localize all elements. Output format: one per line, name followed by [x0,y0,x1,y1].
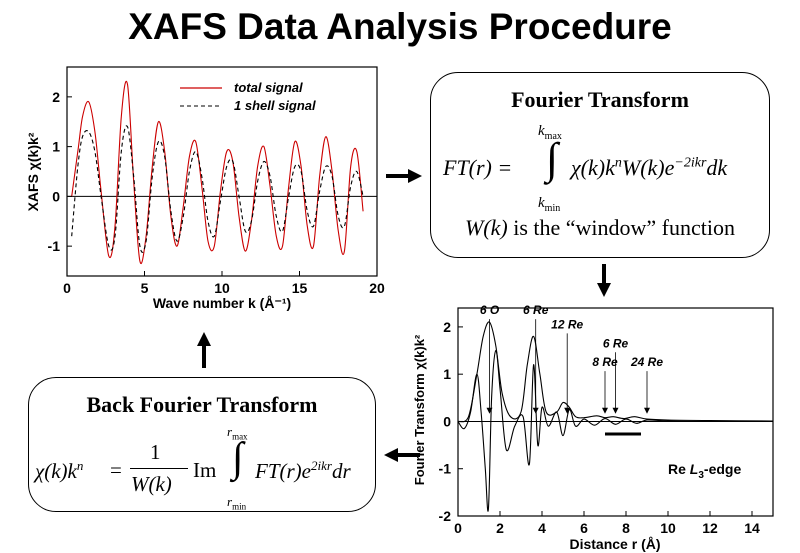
y-tick-label: 0 [52,188,60,204]
annotation-arrowhead [486,407,493,414]
legend-shell-label: 1 shell signal [234,98,316,113]
x-tick-label: 10 [660,520,676,536]
bft-numerator: 1 [150,440,161,464]
legend-total-label: total signal [234,80,303,95]
annotation-arrowhead [612,407,619,414]
arrow-down [597,264,611,297]
peak-annotation: 24 Re [630,355,663,369]
ft-title: Fourier Transform [511,87,689,112]
xafs-ylabel: XAFS χ(k)k² [25,132,41,211]
ft-upper-limit: kmax [538,123,562,142]
bft-equation: χ(k)kn = 1 W(k) Im rmax ∫ rmin FT(r)e2ik… [35,422,371,512]
y-tick-label: 0 [443,413,451,429]
series-line-2 [457,349,773,512]
bft-lower-limit: rmin [227,494,247,512]
bft-im: Im [193,458,217,482]
peak-annotation: 8 Re [592,355,618,369]
y-tick-label: 2 [443,319,451,335]
series-line-2 [71,125,364,253]
integral-sign: ∫ [546,134,559,183]
x-tick-label: 14 [744,520,760,536]
peak-annotation: 6 Re [523,303,549,317]
x-tick-label: 12 [702,520,718,536]
edge-label: Re L3-edge [668,461,741,481]
peak-annotation: 6 O [480,303,500,317]
fourier-transform-box: Fourier Transform FT(r) = kmax ∫ kmin χ(… [430,72,770,258]
peak-annotation: 12 Re [551,317,583,331]
annotation-arrowhead [532,407,539,414]
bft-integrand: FT(r)e2ikrdr [255,458,351,483]
x-tick-label: 0 [454,520,462,536]
x-tick-label: 20 [369,280,385,296]
x-tick-label: 8 [622,520,630,536]
window-note-w: W(k) [464,215,508,240]
bft-lhs: χ(k)kn [35,458,84,483]
x-tick-label: 15 [292,280,308,296]
bft-upper-limit: rmax [227,424,248,442]
annotation-arrowhead [602,407,608,414]
xafs-legend: total signal 1 shell signal [180,80,316,113]
window-note-rest: is the “window” function [507,215,736,240]
ft-xlabel: Distance r (Å) [569,536,660,552]
x-tick-label: 6 [580,520,588,536]
x-tick-label: 10 [214,280,230,296]
y-tick-label: -1 [48,238,61,254]
y-tick-label: -2 [439,508,452,524]
series-line-1 [71,81,364,264]
back-fourier-transform-box: Back Fourier Transform χ(k)kn = 1 W(k) I… [28,377,376,512]
peak-annotation: 6 Re [603,336,629,350]
xafs-chart: -1 0 1 2 0 5 10 15 20 XAFS χ(k)k² Wave number k… [25,66,385,311]
x-tick-label: 4 [538,520,546,536]
annotation-arrowhead [644,407,650,414]
ft-equation: FT(r) = kmax ∫ kmin χ(k)knW(k)e−2ikrdk [443,123,763,214]
y-tick-label: 1 [52,139,60,155]
y-tick-label: 1 [443,366,451,382]
integral-sign: ∫ [232,435,244,481]
arrow-up [197,332,211,368]
bft-denominator: W(k) [131,472,172,496]
ft-lhs: FT(r) = [443,155,513,180]
arrow-right [386,169,422,183]
page-title: XAFS Data Analysis Procedure [128,6,672,47]
annotation-arrowhead [564,407,571,414]
x-tick-label: 0 [63,280,71,296]
window-note: W(k) is the “window” function [431,215,769,241]
ft-lower-limit: kmin [538,195,561,214]
arrow-left [384,448,420,462]
y-tick-label: 2 [52,89,60,105]
y-tick-label: -1 [439,461,452,477]
xafs-xlabel: Wave number k (Å⁻¹) [153,295,291,311]
bft-title: Back Fourier Transform [86,392,318,417]
bft-equals: = [110,458,122,482]
x-tick-label: 2 [496,520,504,536]
ft-ylabel: Fourier Transform χ(k)k² [412,334,427,485]
ft-integrand: χ(k)knW(k)e−2ikrdk [571,155,728,180]
x-tick-label: 5 [141,280,149,296]
fraction-bar [130,468,188,469]
